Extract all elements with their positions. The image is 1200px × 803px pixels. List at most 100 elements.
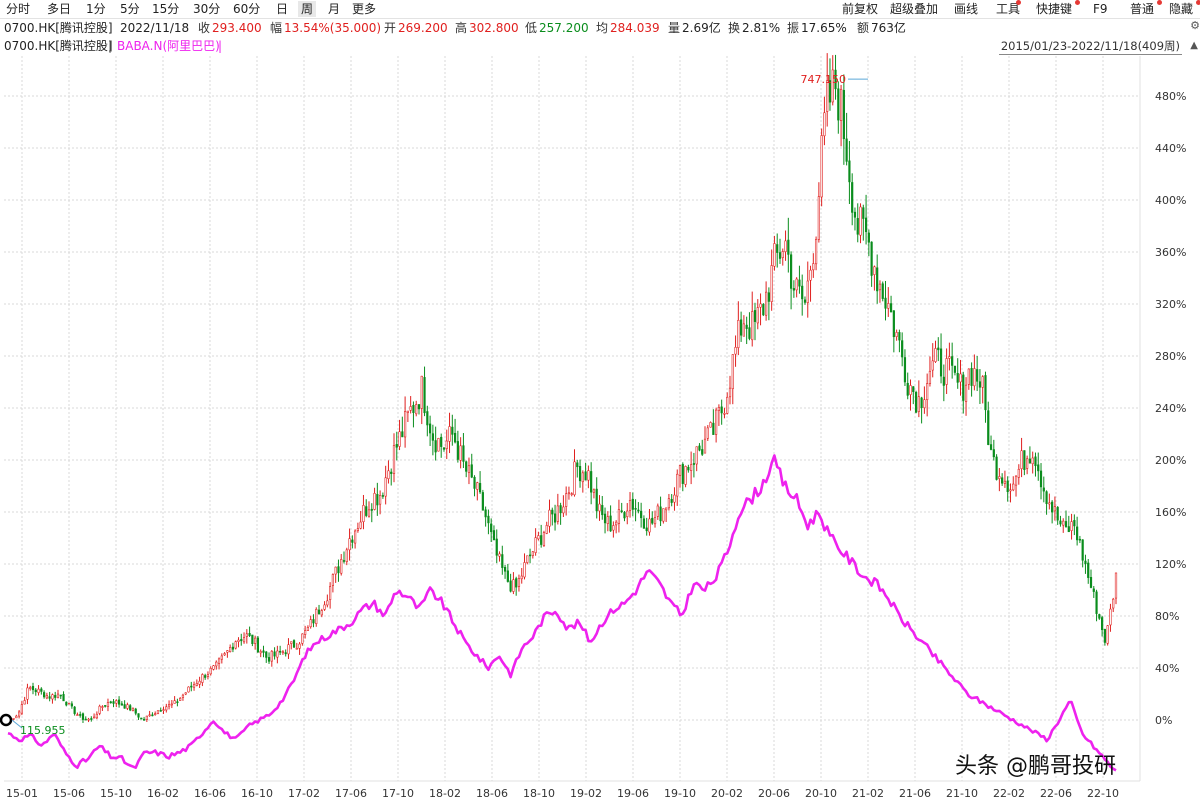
tool-button-5[interactable]: F9 [1093, 2, 1108, 16]
candle-body [759, 303, 762, 308]
candle-body [717, 407, 720, 411]
candle-body [1056, 506, 1059, 521]
candle-body [242, 637, 246, 643]
candle-body [84, 718, 87, 721]
tool-button-3[interactable]: 工具 [996, 2, 1021, 16]
x-tick-label: 19-10 [664, 787, 696, 800]
candle-body [706, 427, 709, 439]
candle-body [292, 640, 296, 648]
candle-body [1023, 450, 1026, 470]
candle-body [834, 69, 837, 90]
candle-body [753, 310, 757, 322]
candle-body [456, 441, 459, 460]
candle-body [365, 506, 368, 516]
candle-body [956, 373, 959, 383]
candle-body [1109, 608, 1112, 626]
candle-body [104, 705, 107, 707]
candle-body [56, 693, 60, 699]
candle-body [778, 252, 782, 259]
tool-button-6[interactable]: 普通 [1130, 2, 1155, 16]
tool-button-0[interactable]: 前复权 [842, 2, 879, 16]
period-tab-1[interactable]: 多日 [47, 2, 72, 16]
period-tab-4[interactable]: 15分 [152, 2, 180, 16]
candle-body [112, 701, 115, 704]
turnover-label: 换 [728, 21, 741, 35]
candle-body [1073, 520, 1076, 527]
candle-body [140, 717, 143, 720]
period-tab-6[interactable]: 60分 [233, 2, 261, 16]
candle-body [381, 495, 384, 497]
candle-body [159, 709, 162, 712]
period-tab-7[interactable]: 日 [276, 2, 289, 16]
candle-body [1089, 576, 1093, 588]
candle-body [540, 535, 543, 545]
candle-body [670, 499, 673, 503]
candle-body [417, 404, 421, 410]
candle-body [317, 609, 321, 614]
tool-button-1[interactable]: 超级叠加 [890, 2, 939, 16]
candle-body [1034, 456, 1037, 467]
candle-body [709, 422, 712, 428]
candle-body [878, 283, 882, 291]
open-label: 开 [384, 21, 397, 35]
period-tab-0[interactable]: 分时 [6, 2, 31, 16]
candle-body [98, 705, 101, 714]
candle-body [748, 327, 751, 339]
candle-body [1026, 458, 1029, 469]
date-range-label[interactable]: 2015/01/23-2022/11/18(409周) [998, 39, 1182, 55]
candle-body [306, 627, 310, 631]
y-tick-label: 400% [1155, 194, 1186, 207]
candle-body [23, 700, 26, 705]
candle-body [1003, 480, 1007, 484]
candle-body [409, 406, 412, 411]
notify-dot-1 [1075, 0, 1080, 5]
candle-body [142, 718, 146, 721]
period-tab-8[interactable]: 周 [298, 1, 317, 17]
period-tab-3[interactable]: 5分 [120, 2, 140, 16]
close-label: 收 [198, 21, 211, 35]
quote-symbol[interactable]: 0700.HK[腾讯控股] [4, 21, 113, 35]
legend-overlay-series[interactable]: BABA.N(阿里巴巴) [117, 39, 220, 53]
candle-body [887, 303, 890, 309]
candle-body [1045, 491, 1048, 504]
tool-button-4[interactable]: 快捷键 [1036, 2, 1073, 16]
x-tick-label: 20-02 [711, 787, 743, 800]
tool-button-2[interactable]: 画线 [954, 2, 979, 16]
notify-dot-0 [1016, 0, 1021, 5]
settings-icon[interactable]: ⚙ [1190, 19, 1200, 32]
candle-body [248, 633, 251, 636]
candle-body [842, 89, 845, 140]
candle-body [165, 706, 168, 711]
candle-body [40, 688, 43, 692]
candle-body [334, 566, 337, 575]
start-marker-line [11, 719, 23, 729]
tool-button-7[interactable]: 隐藏 [1169, 2, 1194, 16]
candle-body [12, 718, 15, 720]
candle-body [803, 299, 807, 303]
candle-body [892, 310, 895, 338]
candle-body [559, 505, 562, 514]
candle-body [90, 718, 93, 720]
candle-body [406, 410, 409, 413]
avg-value: 284.039 [610, 21, 660, 35]
candle-body [648, 518, 651, 533]
period-tab-9[interactable]: 月 [328, 2, 341, 16]
candle-body [906, 382, 909, 396]
scroll-up-icon[interactable]: ▲ [1190, 40, 1198, 51]
candle-body [1006, 480, 1009, 492]
legend-main-series[interactable]: 0700.HK[腾讯控股] [4, 39, 113, 53]
candle-body [1059, 520, 1062, 525]
candle-body [873, 266, 876, 275]
period-tab-2[interactable]: 1分 [86, 2, 106, 16]
candle-body [487, 515, 490, 524]
candle-body [490, 523, 493, 533]
candle-body [220, 655, 223, 660]
candle-body [662, 508, 665, 522]
candle-body [340, 559, 343, 574]
candle-body [848, 160, 851, 183]
candle-body [376, 494, 379, 506]
open-value: 269.200 [398, 21, 448, 35]
candle-body [673, 494, 676, 503]
period-tab-10[interactable]: 更多 [352, 2, 377, 16]
period-tab-5[interactable]: 30分 [193, 2, 221, 16]
